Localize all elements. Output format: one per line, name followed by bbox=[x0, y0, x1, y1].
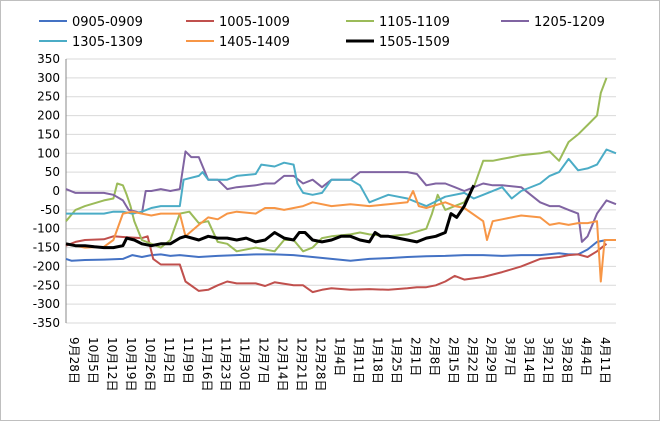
x-tick-label: 12月21日 bbox=[295, 337, 309, 392]
x-tick-label: 1月11日 bbox=[351, 337, 365, 384]
x-tick-label: 3月28日 bbox=[560, 337, 574, 384]
x-tick-label: 1月4日 bbox=[333, 337, 347, 376]
y-tick-label: -250 bbox=[33, 278, 60, 292]
series-line-1505-1509 bbox=[65, 184, 476, 250]
legend-label: 1505-1509 bbox=[379, 35, 450, 50]
x-tick-label: 11月23日 bbox=[219, 337, 233, 392]
y-tick-label: -150 bbox=[33, 241, 60, 255]
legend-label: 0905-0909 bbox=[72, 15, 143, 30]
x-tick-label: 10月5日 bbox=[86, 337, 100, 384]
x-tick-label: 12月7日 bbox=[257, 337, 271, 384]
y-tick-label: 100 bbox=[37, 146, 60, 160]
x-tick-label: 9月28日 bbox=[67, 337, 81, 384]
x-tick-label: 3月7日 bbox=[503, 337, 517, 376]
y-tick-label: -300 bbox=[33, 297, 60, 311]
legend: 0905-0909 1005-1009 1105-1109 1205-1209 1305… bbox=[39, 15, 605, 50]
series-lines bbox=[65, 77, 617, 294]
series-line-1405-1409 bbox=[65, 190, 616, 283]
x-tick-label: 3月14日 bbox=[522, 337, 536, 384]
x-tick-label: 11月9日 bbox=[181, 337, 195, 384]
y-tick-label: -100 bbox=[33, 222, 60, 236]
x-tick-label: 2月8日 bbox=[427, 337, 441, 376]
y-tick-label: 50 bbox=[45, 165, 60, 179]
x-tick-label: 4月4日 bbox=[579, 337, 593, 376]
x-tick-label: 12月28日 bbox=[314, 337, 328, 392]
x-tick-label: 2月22日 bbox=[465, 337, 479, 384]
y-tick-label: 200 bbox=[37, 109, 60, 123]
y-axis: 350 300 250 200 150 100 50 0 -50 -100 -150 -200 -250… bbox=[33, 52, 67, 330]
x-axis: 9月28日 10月5日 10月12日 10月19日 10月26日 11月2日 11月9日 11… bbox=[67, 337, 612, 392]
y-tick-label: 250 bbox=[37, 90, 60, 104]
series-line-1305-1309 bbox=[66, 148, 617, 215]
y-tick-label: 0 bbox=[52, 184, 60, 198]
x-tick-label: 10月19日 bbox=[124, 337, 138, 392]
series-line-1205-1209 bbox=[65, 150, 617, 243]
legend-label: 1205-1209 bbox=[534, 15, 605, 30]
x-tick-label: 12月14日 bbox=[276, 337, 290, 392]
x-tick-label: 11月16日 bbox=[200, 337, 214, 392]
x-tick-label: 1月25日 bbox=[389, 337, 403, 384]
x-tick-label: 11月30日 bbox=[238, 337, 252, 392]
y-tick-label: 300 bbox=[37, 71, 60, 85]
x-tick-label: 3月21日 bbox=[541, 337, 555, 384]
legend-label: 1405-1409 bbox=[219, 35, 290, 50]
x-tick-label: 2月15日 bbox=[446, 337, 460, 384]
y-tick-label: -350 bbox=[33, 316, 60, 330]
x-tick-label: 2月29日 bbox=[484, 337, 498, 384]
x-tick-label: 10月12日 bbox=[105, 337, 119, 392]
grid bbox=[66, 58, 616, 324]
y-tick-label: 350 bbox=[37, 52, 60, 66]
series-line-0905-0909 bbox=[65, 239, 607, 262]
legend-label: 1305-1309 bbox=[72, 35, 143, 50]
x-tick-label: 11月2日 bbox=[162, 337, 176, 384]
x-tick-label: 2月1日 bbox=[408, 337, 422, 376]
x-tick-label: 4月11日 bbox=[598, 337, 612, 384]
x-tick-label: 10月26日 bbox=[143, 337, 157, 392]
y-tick-label: 150 bbox=[37, 127, 60, 141]
x-tick-label: 1月18日 bbox=[370, 337, 384, 384]
legend-label: 1005-1009 bbox=[219, 15, 290, 30]
y-tick-label: -200 bbox=[33, 259, 60, 273]
legend-label: 1105-1109 bbox=[379, 15, 450, 30]
series-line-1105-1109 bbox=[65, 77, 608, 253]
y-tick-label: -50 bbox=[40, 203, 60, 217]
